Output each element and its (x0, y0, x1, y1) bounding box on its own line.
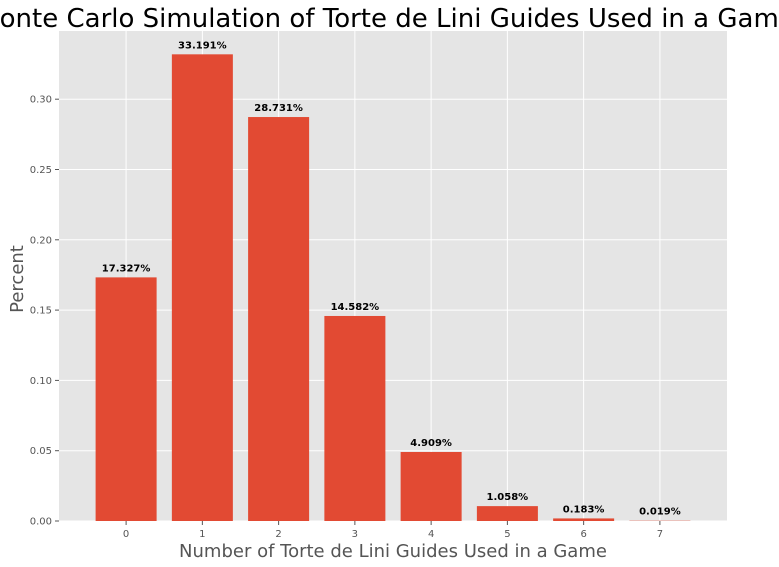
x-tick-label: 1 (199, 529, 205, 540)
y-tick-label: 0.05 (30, 446, 52, 457)
plot-area (59, 31, 727, 521)
bar-3 (324, 315, 386, 521)
data-label-2: 28.731% (254, 103, 303, 114)
data-label-5: 1.058% (487, 492, 529, 503)
data-label-3: 14.582% (331, 302, 380, 313)
bar-1 (171, 54, 233, 522)
data-label-6: 0.183% (563, 504, 605, 515)
x-tick-label: 5 (504, 529, 510, 540)
bar-4 (400, 451, 462, 521)
y-tick-label: 0.30 (30, 95, 52, 106)
bar-6 (553, 518, 615, 521)
data-label-0: 17.327% (102, 263, 151, 274)
data-labels: 17.327% 33.191% 28.731% 14.582% 4.909% 1.058%… (102, 40, 681, 517)
y-axis-ticks: 0.00 0.05 0.10 0.15 0.20 0.25 0.30 (30, 95, 59, 528)
x-tick-label: 7 (657, 529, 663, 540)
data-label-7: 0.019% (639, 507, 681, 518)
bar-2 (248, 117, 310, 521)
x-tick-label: 0 (123, 529, 129, 540)
y-axis-label: Percent (7, 245, 28, 313)
x-axis-label: Number of Torte de Lini Guides Used in a… (179, 541, 607, 562)
y-tick-label: 0.15 (30, 306, 52, 317)
grid (59, 31, 727, 522)
x-tick-label: 2 (275, 529, 281, 540)
data-label-1: 33.191% (178, 40, 227, 51)
x-tick-label: 6 (580, 529, 586, 540)
y-tick-label: 0.00 (30, 517, 52, 528)
y-tick-label: 0.10 (30, 376, 52, 387)
bar-0 (95, 277, 157, 521)
data-label-4: 4.909% (410, 438, 452, 449)
bars (95, 54, 691, 522)
chart-title: Monte Carlo Simulation of Torte de Lini … (0, 4, 779, 34)
y-tick-label: 0.20 (30, 235, 52, 246)
x-tick-label: 4 (428, 529, 434, 540)
x-tick-label: 3 (352, 529, 358, 540)
y-tick-label: 0.25 (30, 165, 52, 176)
bar-5 (476, 506, 538, 521)
x-axis-ticks: 0 1 2 3 4 5 6 7 (123, 521, 663, 540)
